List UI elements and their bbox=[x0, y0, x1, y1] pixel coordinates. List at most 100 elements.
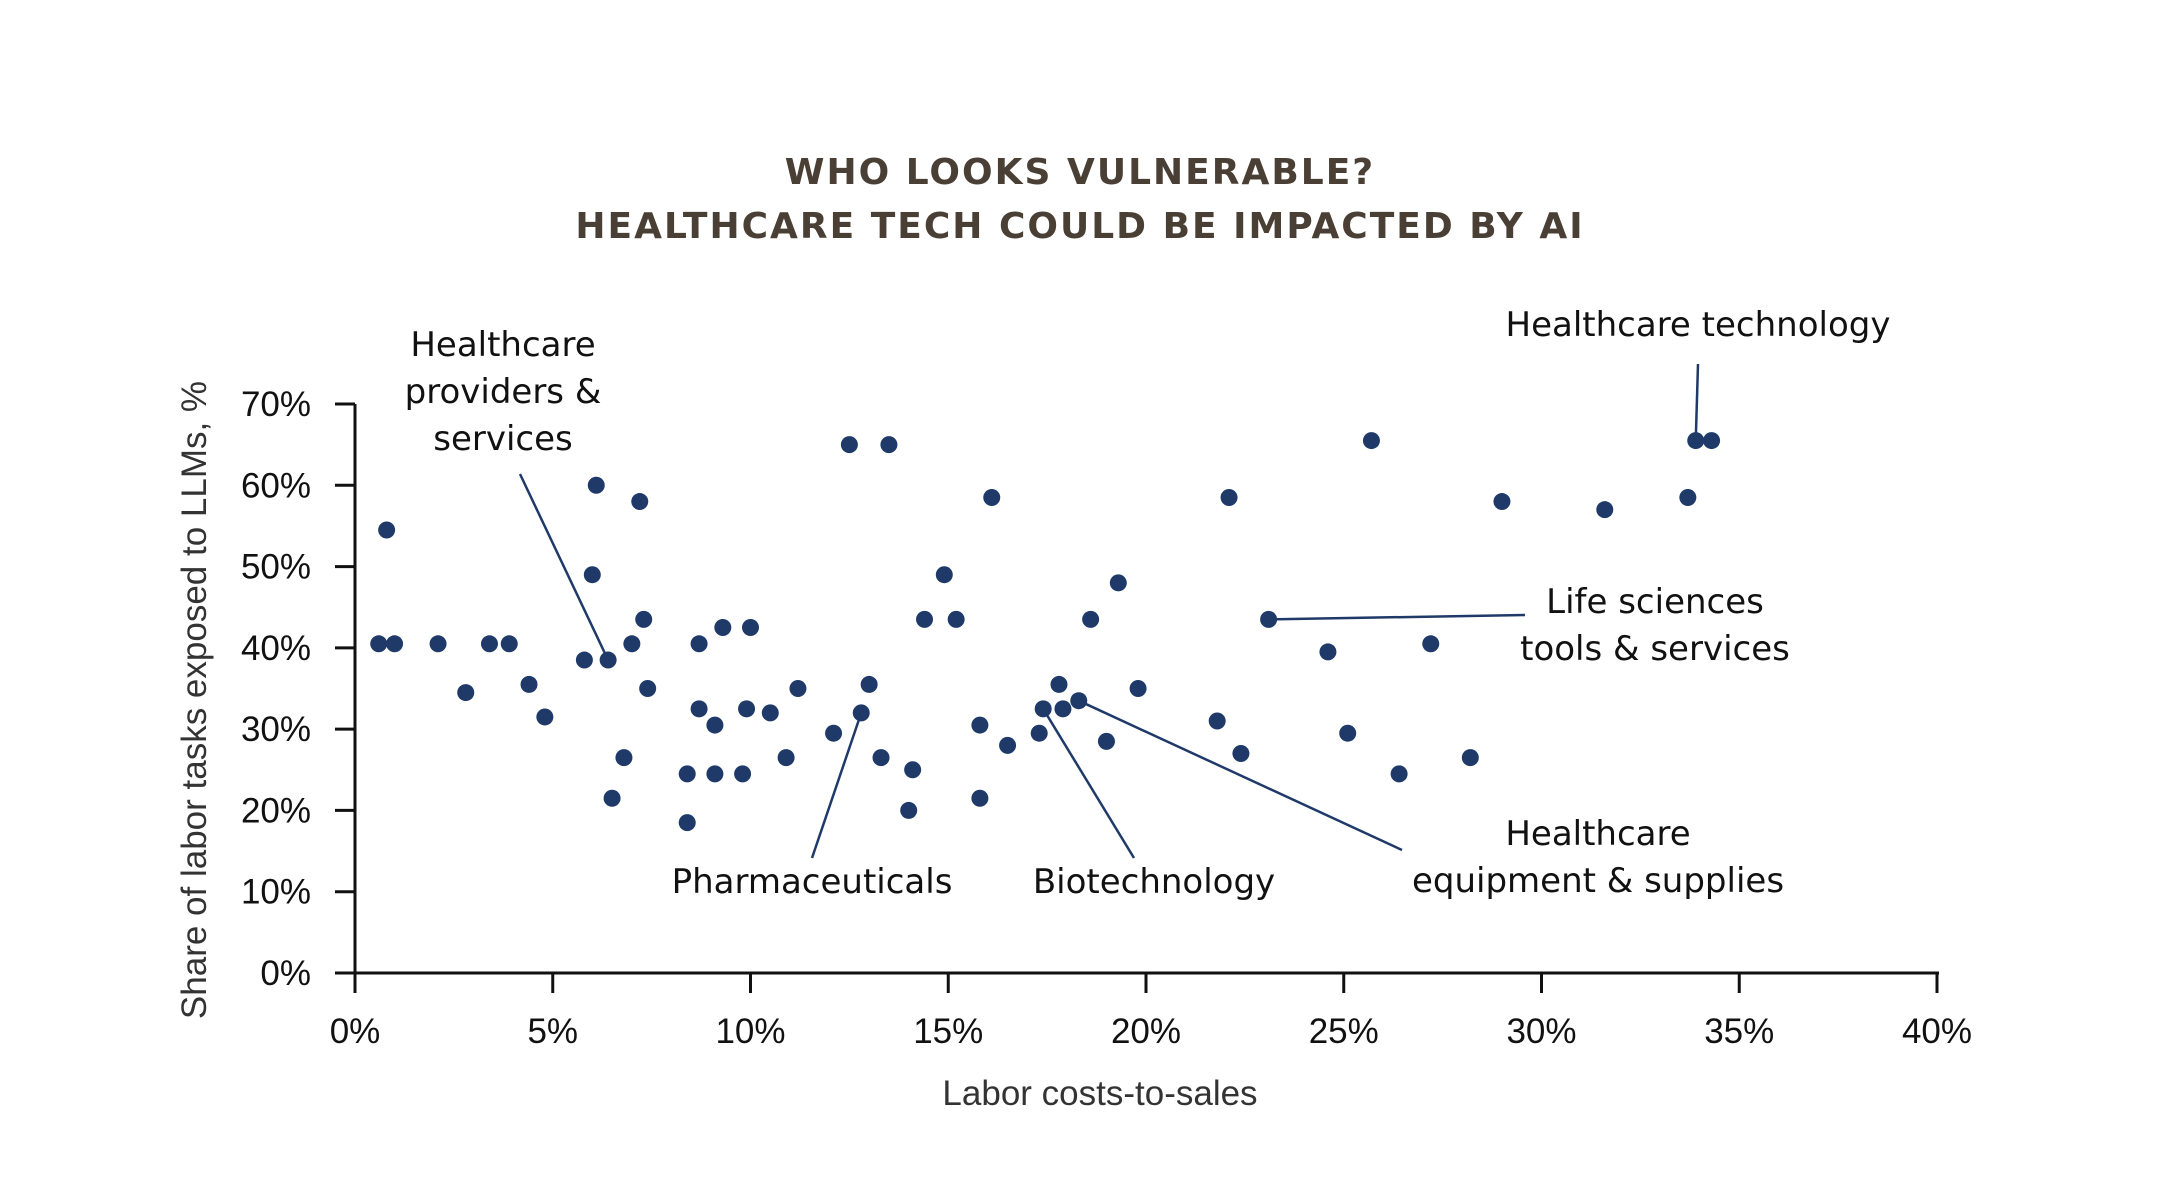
data-point bbox=[1339, 724, 1357, 742]
data-point bbox=[971, 716, 989, 734]
x-tick-label: 15% bbox=[913, 1012, 983, 1051]
annotations: Healthcare providers & services Healthcare … bbox=[405, 305, 1891, 902]
x-tick-label: 5% bbox=[527, 1012, 578, 1051]
y-tick-label: 0% bbox=[260, 954, 311, 993]
data-points bbox=[370, 432, 1721, 832]
y-tick-label: 10% bbox=[241, 873, 311, 912]
data-point bbox=[983, 488, 1001, 506]
data-point bbox=[639, 680, 657, 697]
annotation-label: providers & bbox=[405, 372, 602, 412]
data-point bbox=[1030, 724, 1048, 742]
annotation-leader-line bbox=[810, 712, 863, 859]
data-point bbox=[690, 635, 708, 653]
data-point bbox=[1220, 488, 1238, 506]
annotation-label: Pharmaceuticals bbox=[672, 862, 953, 902]
data-point bbox=[615, 749, 633, 767]
data-point bbox=[599, 651, 617, 669]
data-point bbox=[904, 761, 922, 779]
data-point bbox=[583, 566, 601, 584]
data-point bbox=[678, 814, 696, 832]
data-point bbox=[738, 700, 756, 718]
data-point bbox=[1208, 712, 1226, 730]
data-point bbox=[1054, 700, 1072, 718]
data-point bbox=[761, 704, 779, 722]
data-point bbox=[1129, 680, 1147, 697]
data-point bbox=[1097, 732, 1115, 750]
data-point bbox=[872, 749, 890, 767]
y-tick-label: 20% bbox=[241, 791, 311, 830]
chart-title-line-2: HEALTHCARE TECH COULD BE IMPACTED BY AI bbox=[575, 206, 1584, 247]
data-point bbox=[429, 635, 447, 653]
data-point bbox=[852, 704, 870, 722]
x-tick-label: 35% bbox=[1704, 1012, 1774, 1051]
data-point bbox=[999, 736, 1017, 754]
x-axis-title: Labor costs-to-sales bbox=[942, 1074, 1257, 1113]
y-tick-label: 70% bbox=[241, 385, 311, 424]
data-point bbox=[777, 749, 795, 767]
data-point bbox=[1390, 765, 1408, 783]
x-tick-label: 30% bbox=[1506, 1012, 1576, 1051]
data-point bbox=[378, 521, 396, 539]
data-point bbox=[370, 635, 388, 653]
y-tick-label: 30% bbox=[241, 710, 311, 749]
data-point bbox=[603, 789, 621, 807]
data-point bbox=[520, 675, 538, 693]
data-point bbox=[916, 610, 934, 628]
data-point bbox=[386, 635, 404, 653]
data-point bbox=[457, 684, 475, 702]
data-point bbox=[690, 700, 708, 718]
annotation-leader-line bbox=[518, 473, 610, 661]
data-point bbox=[1687, 432, 1705, 450]
annotation-leader-line bbox=[1694, 363, 1700, 441]
x-tick-label: 10% bbox=[715, 1012, 785, 1051]
data-point bbox=[935, 566, 953, 584]
annotation-leader-line bbox=[1268, 613, 1526, 621]
data-point bbox=[789, 680, 807, 697]
data-point bbox=[1319, 643, 1337, 661]
data-point bbox=[706, 716, 724, 734]
axes: 0% 5% 10% 15% 20% 25% 30% 35% 40% 0% 10% 20% 30% 40% 5… bbox=[241, 385, 1972, 1051]
x-tick-label: 40% bbox=[1902, 1012, 1972, 1051]
data-point bbox=[714, 619, 732, 637]
x-tick-label: 20% bbox=[1111, 1012, 1181, 1051]
annotation-label: Biotechnology bbox=[1033, 862, 1275, 902]
data-point bbox=[1109, 574, 1127, 592]
annotation-label: Healthcare bbox=[1505, 814, 1690, 854]
y-tick-label: 60% bbox=[241, 466, 311, 505]
data-point bbox=[1232, 745, 1250, 763]
annotation-leader-line bbox=[1042, 708, 1136, 859]
data-point bbox=[635, 610, 653, 628]
annotation-leader-line bbox=[1078, 699, 1403, 852]
data-point bbox=[587, 476, 605, 494]
data-point bbox=[575, 651, 593, 669]
data-point bbox=[631, 493, 649, 511]
data-point bbox=[480, 635, 498, 653]
data-point bbox=[734, 765, 752, 783]
data-point bbox=[1260, 610, 1278, 628]
data-point bbox=[860, 675, 878, 693]
data-point bbox=[1362, 432, 1380, 450]
data-point bbox=[1422, 635, 1440, 653]
data-point bbox=[1493, 493, 1511, 511]
annotation-label: Life sciences bbox=[1546, 582, 1764, 622]
data-point bbox=[742, 619, 759, 637]
data-point bbox=[900, 801, 918, 819]
y-axis-title: Share of labor tasks exposed to LLMs, % bbox=[175, 381, 214, 1019]
data-point bbox=[623, 635, 641, 653]
data-point bbox=[536, 708, 554, 726]
data-point bbox=[947, 610, 965, 628]
data-point bbox=[880, 436, 898, 454]
data-point bbox=[1703, 432, 1721, 450]
y-tick-label: 40% bbox=[241, 629, 311, 668]
annotation-label: Healthcare bbox=[410, 325, 595, 365]
data-point bbox=[825, 724, 843, 742]
data-point bbox=[706, 765, 724, 783]
data-point bbox=[840, 436, 858, 454]
chart-title-line-1: WHO LOOKS VULNERABLE? bbox=[785, 152, 1375, 193]
data-point bbox=[1082, 610, 1100, 628]
data-point bbox=[1679, 488, 1697, 506]
data-point bbox=[1070, 692, 1088, 710]
data-point bbox=[971, 789, 989, 807]
data-point bbox=[678, 765, 696, 783]
y-tick-label: 50% bbox=[241, 548, 311, 587]
